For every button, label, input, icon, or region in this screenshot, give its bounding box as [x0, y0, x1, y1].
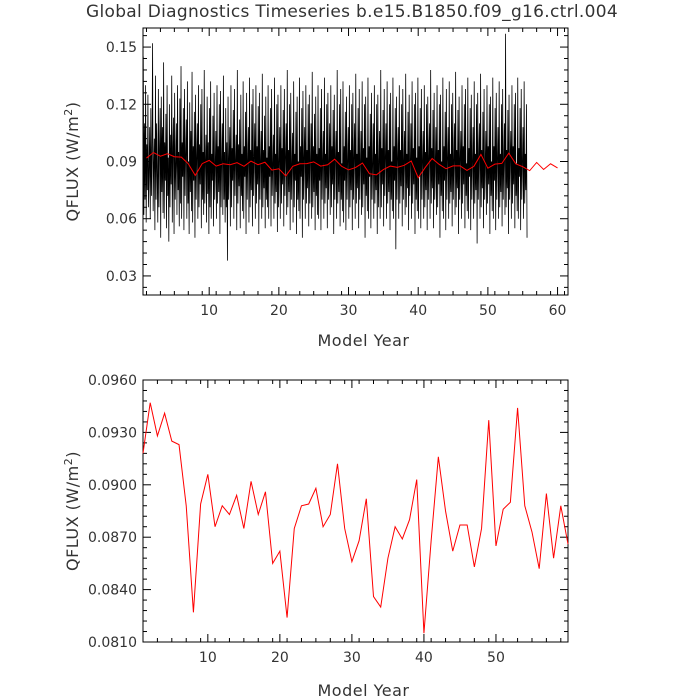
top-y-tick-label: 0.06	[106, 212, 137, 228]
top-x-axis-title: Model Year	[318, 331, 410, 350]
bottom-x-tick-label: 10	[199, 650, 217, 666]
bottom-y-tick-label: 0.0930	[88, 425, 137, 441]
bottom-y-axis-title: QFLUX (W/m2)	[62, 451, 83, 571]
top-x-tick-label: 10	[200, 303, 218, 319]
top-y-axis-title: QFLUX (W/m2)	[62, 102, 83, 222]
bottom-x-tick-label: 30	[343, 650, 361, 666]
figure-title: Global Diagnostics Timeseries b.e15.B185…	[86, 2, 618, 22]
top-y-tick-label: 0.12	[106, 97, 137, 113]
top-series-monthly-line	[142, 33, 528, 261]
bottom-x-tick-label: 50	[487, 650, 505, 666]
bottom-y-tick-label: 0.0870	[88, 530, 137, 546]
top-x-tick-label: 20	[270, 303, 288, 319]
bottom-x-tick-label: 40	[415, 650, 433, 666]
bottom-series-annual-line	[142, 402, 569, 634]
bottom-y-tick-label: 0.0810	[88, 635, 137, 651]
top-x-tick-label: 50	[479, 303, 497, 319]
top-panel: 10 20 30 40 50 60 0.03 0.06 0.09 0.12 0.15 Model Ye…	[62, 27, 569, 350]
top-x-tick-label: 40	[409, 303, 427, 319]
bottom-y-tick-label: 0.0960	[88, 373, 137, 389]
top-y-tick-label: 0.09	[106, 155, 137, 171]
bottom-x-tick-label: 20	[271, 650, 289, 666]
bottom-panel: 10 20 30 40 50 0.0810 0.0840 0.0870 0.0900 0.0930…	[62, 373, 569, 700]
top-series-annual-line	[146, 151, 558, 179]
top-y-tick-label: 0.15	[106, 40, 137, 56]
bottom-x-axis-title: Model Year	[318, 681, 410, 700]
bottom-y-tick-label: 0.0840	[88, 583, 137, 599]
bottom-y-tick-label: 0.0900	[88, 478, 137, 494]
top-x-tick-label: 60	[549, 303, 567, 319]
top-y-tick-label: 0.03	[106, 269, 137, 285]
top-x-tick-label: 30	[340, 303, 358, 319]
bottom-plot-frame	[142, 379, 569, 643]
